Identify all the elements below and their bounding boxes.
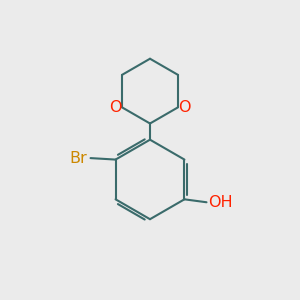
Text: O: O xyxy=(109,100,122,115)
Text: Br: Br xyxy=(69,151,87,166)
Text: OH: OH xyxy=(208,195,233,210)
Text: O: O xyxy=(178,100,191,115)
